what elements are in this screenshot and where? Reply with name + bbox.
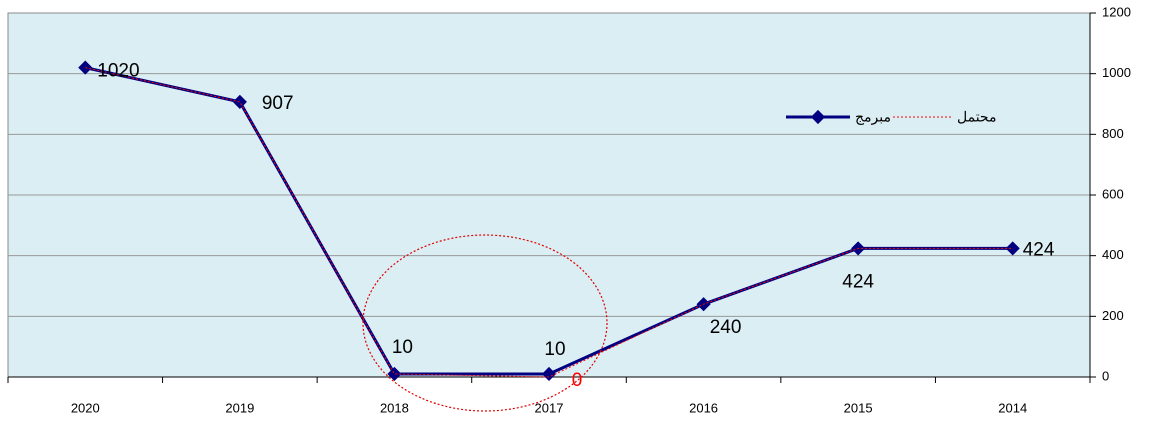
x-tick-label: 2020 (71, 400, 100, 415)
x-tick-label: 2014 (998, 400, 1027, 415)
legend-label: محتمل (957, 109, 996, 125)
marker (387, 366, 402, 382)
data-label: 10 (392, 337, 413, 358)
y-tick-label: 400 (1102, 247, 1124, 262)
y-tick-label: 600 (1102, 186, 1124, 201)
y-tick-label: 0 (1102, 368, 1109, 383)
x-tick-label: 2016 (689, 400, 718, 415)
y-tick-label: 1200 (1102, 4, 1131, 19)
data-label: 907 (262, 93, 294, 114)
highlight-ellipse (362, 234, 608, 412)
x-tick-label: 2019 (225, 400, 254, 415)
data-label: 1020 (97, 61, 139, 82)
x-tick-label: 2017 (535, 400, 564, 415)
x-tick-label: 2018 (380, 400, 409, 415)
legend-marker (810, 109, 826, 125)
y-tick-label: 800 (1102, 126, 1124, 141)
marker (541, 366, 557, 382)
data-label: 424 (1023, 239, 1055, 260)
legend-label: مبرمج (855, 109, 891, 126)
marker (1005, 241, 1020, 256)
data-label: 240 (710, 317, 742, 338)
x-tick-label: 2015 (844, 400, 873, 415)
series-line (85, 67, 1013, 378)
y-tick-label: 200 (1102, 308, 1124, 323)
data-label: 0 (572, 370, 583, 391)
y-tick-label: 1000 (1102, 65, 1131, 80)
data-label: 10 (544, 339, 565, 360)
data-label: 424 (842, 271, 874, 292)
legend: مبرمج محتمل (786, 109, 996, 126)
